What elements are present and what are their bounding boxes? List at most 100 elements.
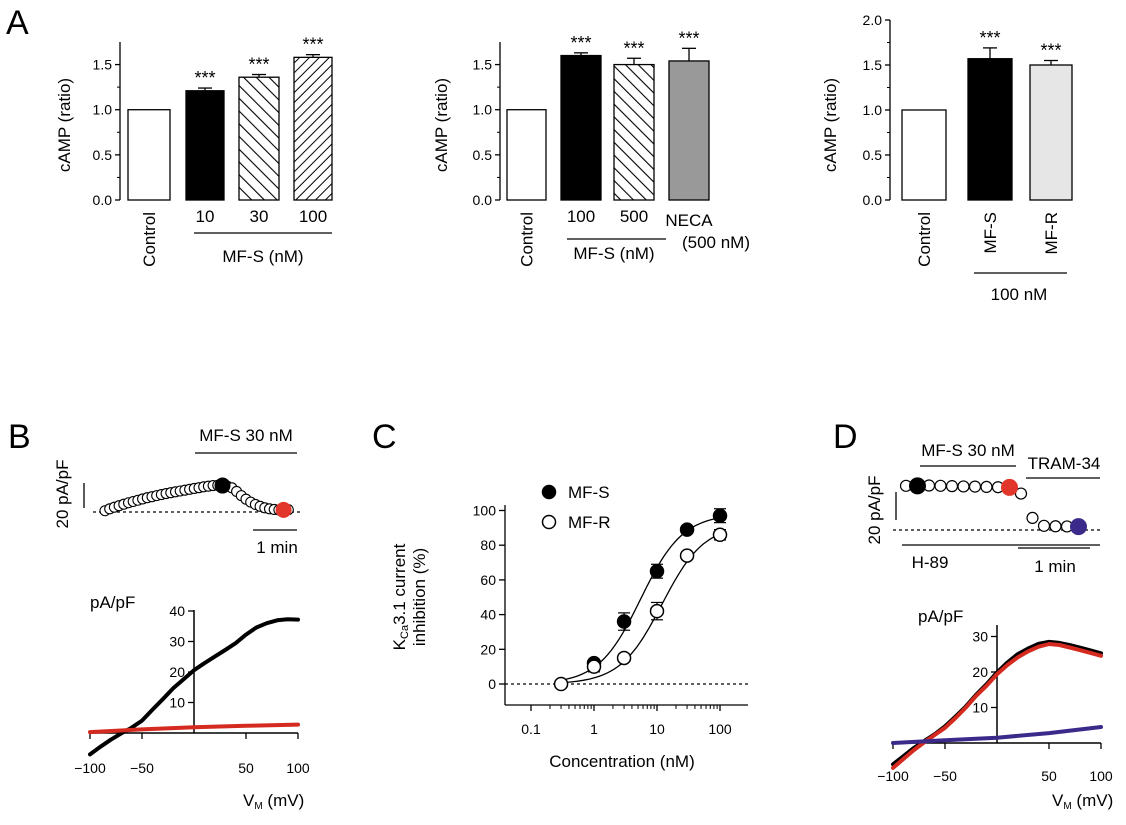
d-time-course [893,465,1102,549]
c-point-mf-s [616,614,632,629]
c-ylabel-line2: inhibition (%) [410,548,429,646]
d-iv-xlabel: VM (mV) [1052,791,1113,812]
panel-label-b: B [8,418,31,456]
A2-ytick-label: 0.5 [473,147,493,163]
A3-category-label-1: MF-S [981,212,1000,254]
d-time-point [1026,511,1039,525]
b-iv-ylabel: pA/pF [90,593,135,612]
B-iv-ytick-label: 30 [169,634,185,650]
c-ytick-label: 100 [473,503,497,519]
c-point-mf-r [712,527,728,543]
A1-bar-0 [127,109,171,201]
b-scale-y-label: 20 pA/pF [53,460,72,529]
c-point-mf-s [712,508,728,523]
b-time-course [83,452,300,531]
d-iv-ylabel: pA/pF [918,607,963,626]
panel-a1-labels: cAMP (ratio) MF-S (nM) [55,78,304,266]
panel-label-d: D [833,418,858,456]
a2-ylabel: cAMP (ratio) [432,78,451,172]
d-time-point-tram-34-highlight [1070,518,1087,536]
A2-ytick-label: 1.0 [473,102,493,118]
B-iv-plot: −100 −50 50 100 10 20 30 40 [74,603,310,776]
panel-a3-labels: cAMP (ratio) 100 nM [821,78,1047,304]
c-fit-mf-r [561,533,719,684]
A2-category-label-2: 500 [620,207,648,226]
d-scale-y-label: 20 pA/pF [865,476,884,545]
c-point-mf-s [649,563,665,579]
A2-bar-1 [560,54,602,201]
D-iv-plot: −100 −50 50 100 10 20 30 [877,625,1113,784]
A1-ytick-label: 1.0 [93,102,113,118]
D-iv-ytick-label: 30 [972,629,988,645]
c-ytick-label: 20 [480,641,496,657]
A3-bar-0 [901,109,947,201]
bar-chart-A3: 0.0 0.5 1.0 1.5 2.0 Control *** MF-S *** MF-R [863,12,1073,274]
A2-significance-2: *** [623,38,644,58]
A2-ytick-label: 1.5 [473,57,493,73]
A1-significance-1: *** [194,68,215,88]
d-time-point [945,480,959,493]
d-time-point [968,480,982,493]
B-iv-ytick-label: 20 [169,664,185,680]
A2-ytick-label: 0.0 [473,192,493,208]
d-drug2-label: TRAM-34 [1028,454,1101,473]
A3-category-label-2: MF-R [1042,212,1061,254]
c-ylabel-line1: KCa3.1 current [390,543,411,650]
a2-neca-unit: (500 nM) [682,233,750,252]
A3-bar-2 [1029,64,1073,201]
d-time-point [1049,520,1062,533]
D-iv-ytick-label: 20 [972,664,988,680]
panel-label-c: C [372,418,397,456]
c-legend-mf-s: MF-S [568,483,610,502]
c-legend-mf-r-marker [541,514,557,530]
A3-bar-1 [967,58,1013,201]
A3-ytick-label: 1.0 [863,102,883,118]
d-time-point-control-highlight [909,477,926,495]
panel-c-labels: Concentration (nM) KCa3.1 current inhibi… [390,483,695,771]
A3-significance-2: *** [1040,41,1061,61]
bar-chart-A2: 0.0 0.5 1.0 1.5 Control *** 100 *** 500 *** NECA [473,28,714,266]
A1-significance-3: *** [302,35,323,55]
A3-ytick-label: 2.0 [863,12,883,28]
B-iv-xtick-label: 100 [286,760,310,776]
panel-b-iv-labels: pA/pF VM (mV) [90,593,304,812]
B-iv-xtick-label: −100 [74,760,106,776]
panel-a2-labels: cAMP (ratio) MF-S (nM) (500 nM) [432,78,750,263]
D-iv-xtick-label: −100 [877,768,909,784]
b-scale-x-label: 1 min [256,538,298,557]
b-drug-label: MF-S 30 nM [199,426,293,445]
a1-group-label: MF-S (nM) [222,247,303,266]
A1-significance-2: *** [248,55,269,75]
A1-bar-3 [293,56,333,201]
c-legend-mf-r: MF-R [568,513,610,532]
A1-ytick-label: 0.0 [93,192,113,208]
B-iv-xtick-label: 50 [238,760,254,776]
c-ytick-label: 0 [488,676,496,692]
a3-group-label: 100 nM [991,285,1048,304]
c-xtick-label: 1 [590,721,598,737]
A1-category-label-2: 30 [250,207,269,226]
d-h89-label: H-89 [912,553,949,572]
B-iv-trace-mf-s [88,722,300,735]
c-point-mf-s [679,522,695,537]
A3-significance-1: *** [979,28,1000,48]
A1-category-label-1: 10 [196,207,215,226]
A2-category-label-0: Control [518,212,537,267]
a3-ylabel: cAMP (ratio) [821,78,840,172]
A1-category-label-3: 100 [299,207,327,226]
c-point-mf-r [553,676,569,692]
A2-category-label-3: NECA [665,211,713,230]
A2-category-label-1: 100 [567,207,595,226]
c-xlabel: Concentration (nM) [549,752,695,771]
D-iv-xtick-label: 100 [1089,768,1113,784]
c-xtick-label: 100 [708,721,732,737]
B-iv-xtick-label: −50 [130,760,154,776]
A3-ytick-label: 1.5 [863,57,883,73]
c-point-mf-r [586,659,602,674]
d-drug-label: MF-S 30 nM [921,441,1015,460]
D-iv-xtick-label: 50 [1041,768,1057,784]
panel-label-a: A [6,4,29,42]
c-ytick-label: 80 [480,537,496,553]
c-ytick-label: 40 [480,607,496,623]
A1-ytick-label: 0.5 [93,147,113,163]
